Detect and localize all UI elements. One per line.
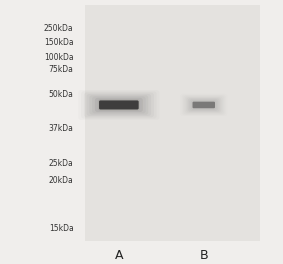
Text: 75kDa: 75kDa (49, 65, 74, 74)
Text: 100kDa: 100kDa (44, 53, 74, 62)
FancyBboxPatch shape (85, 5, 260, 241)
FancyBboxPatch shape (98, 99, 140, 111)
Text: 150kDa: 150kDa (44, 38, 74, 47)
Text: B: B (200, 249, 208, 262)
Text: 25kDa: 25kDa (49, 159, 74, 168)
FancyBboxPatch shape (95, 98, 143, 112)
Text: 20kDa: 20kDa (49, 176, 74, 185)
FancyBboxPatch shape (192, 102, 215, 108)
FancyBboxPatch shape (99, 100, 139, 110)
Text: 15kDa: 15kDa (49, 224, 74, 233)
Text: 50kDa: 50kDa (49, 90, 74, 99)
Text: 37kDa: 37kDa (49, 124, 74, 133)
Text: 250kDa: 250kDa (44, 24, 74, 33)
Text: A: A (115, 249, 123, 262)
